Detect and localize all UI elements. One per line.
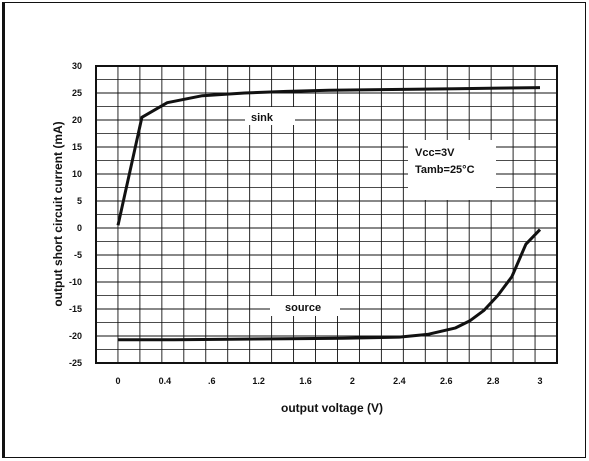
annotation-tamb: Tamb=25°C — [415, 164, 475, 176]
x-tick-label: 3 — [537, 376, 542, 386]
series-labels: sink source Vcc=3V Tamb=25°C — [245, 107, 496, 316]
x-tick-label: 0.4 — [159, 376, 172, 386]
series-line-source — [118, 228, 542, 342]
x-axis-label: output voltage (V) — [281, 401, 383, 415]
y-tick-label: -20 — [69, 331, 82, 341]
y-tick-label: 20 — [72, 115, 82, 125]
y-tick-labels: 30 25 20 15 10 5 0 -5 -10 -15 -20 -25 — [69, 61, 82, 368]
series-line-sink — [116, 86, 541, 226]
y-tick-label: 0 — [77, 223, 82, 233]
sink-label-box — [245, 107, 295, 125]
x-tick-label: 0 — [115, 376, 120, 386]
x-tick-labels: 0 0.4 .6 1.2 1.6 2 2.4 2.6 2.8 3 — [115, 376, 542, 386]
y-axis-label: output short circuit current (mA) — [51, 121, 65, 306]
x-tick-label: 2.6 — [440, 376, 453, 386]
x-tick-label: 2.8 — [487, 376, 500, 386]
y-tick-label: 15 — [72, 142, 82, 152]
y-tick-label: -15 — [69, 304, 82, 314]
plot-border — [95, 65, 558, 364]
y-tick-label: 25 — [72, 88, 82, 98]
y-tick-label: 5 — [77, 196, 82, 206]
y-tick-label: -5 — [74, 250, 82, 260]
x-tick-label: 2.4 — [393, 376, 406, 386]
y-tick-label: 30 — [72, 61, 82, 71]
grid — [95, 65, 558, 364]
y-tick-label: -25 — [69, 358, 82, 368]
series-label-sink: sink — [251, 112, 274, 124]
x-tick-label: 1.6 — [299, 376, 312, 386]
x-tick-label: 1.2 — [252, 376, 265, 386]
source-label-box — [270, 296, 340, 316]
x-tick-label: 2 — [350, 376, 355, 386]
condition-box — [408, 140, 496, 200]
series-label-source: source — [285, 302, 321, 314]
x-tick-label: .6 — [208, 376, 216, 386]
y-tick-label: 10 — [72, 169, 82, 179]
annotation-vcc: Vcc=3V — [415, 147, 455, 159]
y-tick-label: -10 — [69, 277, 82, 287]
series-lines — [116, 86, 542, 342]
